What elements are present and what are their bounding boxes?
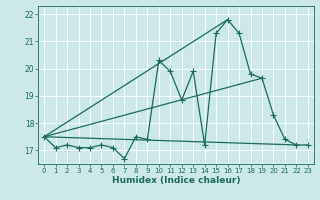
X-axis label: Humidex (Indice chaleur): Humidex (Indice chaleur)	[112, 176, 240, 185]
